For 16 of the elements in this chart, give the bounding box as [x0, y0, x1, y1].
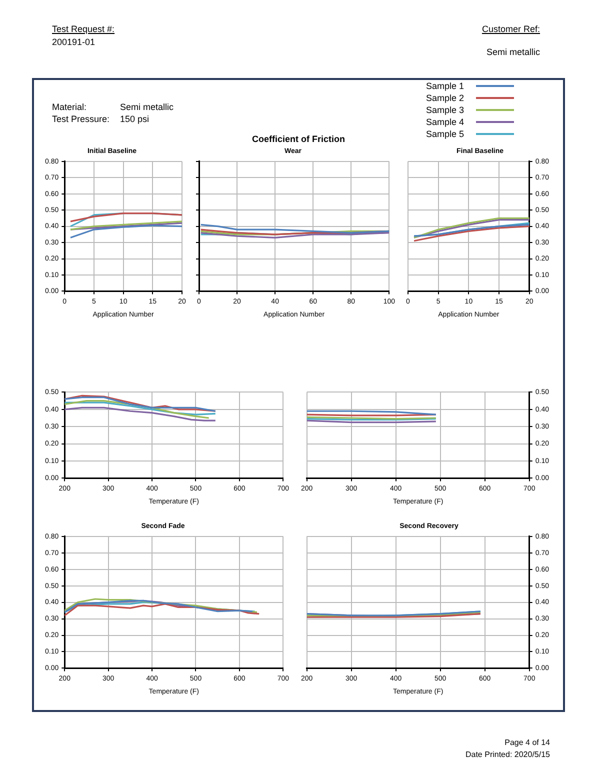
text: Test Request #:	[52, 24, 115, 34]
text: Customer Ref:	[482, 24, 540, 34]
legend-label: Sample 5	[426, 129, 466, 139]
legend-label: Sample 1	[426, 81, 466, 91]
text: Semi metallic	[486, 47, 540, 57]
legend-label: Sample 2	[426, 93, 466, 103]
text: 150 psi	[120, 114, 150, 124]
legend-label: Sample 4	[426, 117, 466, 127]
text: Coefficient of Friction	[252, 134, 345, 144]
text: Date Printed: 2020/5/15	[465, 750, 550, 759]
text: Material:	[52, 102, 87, 112]
text: 200191-01	[52, 37, 96, 47]
legend-label: Sample 3	[426, 105, 466, 115]
text: Page 4 of 14	[504, 738, 550, 747]
text: Test Pressure:	[52, 114, 110, 124]
text: Semi metallic	[120, 102, 174, 112]
